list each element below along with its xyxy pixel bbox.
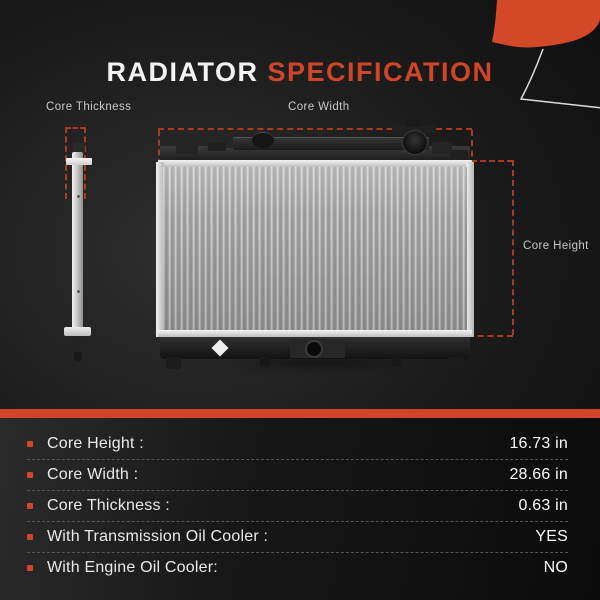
side-view-body (72, 152, 83, 337)
spec-label: With Engine Oil Cooler: (47, 559, 218, 576)
spec-panel (0, 418, 600, 600)
bullet-square-icon (27, 503, 33, 509)
inlet-port (252, 132, 274, 148)
bottom-peg (392, 357, 401, 367)
spec-value: NO (543, 559, 568, 576)
core-left-tank (156, 162, 164, 337)
radiator-core-fins (163, 167, 467, 331)
bullet-square-icon (27, 534, 33, 540)
corner-outline-line (519, 48, 600, 109)
filler-cap-knob (406, 117, 422, 127)
page-title-primary: RADIATOR (106, 57, 259, 87)
spec-row: Core Thickness : 0.63 in (27, 491, 568, 522)
core-thickness-label: Core Thickness (46, 101, 132, 113)
core-height-top-tick (471, 160, 513, 162)
side-view-cap (73, 143, 85, 154)
core-width-dash-line (158, 128, 472, 130)
side-view-bottom-tank (68, 336, 88, 353)
spec-row: With Engine Oil Cooler: NO (27, 553, 568, 583)
core-top-header (158, 160, 472, 167)
spec-value: 28.66 in (509, 466, 568, 483)
spec-row: Core Width : 28.66 in (27, 460, 568, 491)
bottom-peg (260, 357, 269, 367)
drain-hole (305, 340, 323, 358)
spec-row: Core Height : 16.73 in (27, 429, 568, 460)
top-tank (160, 146, 470, 164)
bullet-square-icon (27, 441, 33, 447)
spec-label: Core Width : (47, 466, 139, 483)
side-view-drain-stem (74, 352, 82, 361)
mount-foot-right (448, 357, 463, 369)
spec-label: Core Height : (47, 435, 144, 452)
spec-value: YES (535, 528, 568, 545)
spec-label: Core Thickness : (47, 497, 170, 514)
core-height-dash-line (512, 160, 514, 335)
core-right-tank (466, 162, 474, 337)
top-mount-left (176, 144, 198, 154)
panel-accent-bar (0, 409, 600, 418)
mount-foot-left (166, 357, 181, 369)
corner-accent-shape (492, 0, 600, 109)
core-bottom-header (158, 330, 472, 337)
side-view-rivet (77, 195, 80, 198)
spec-label: With Transmission Oil Cooler : (47, 528, 269, 545)
page-title-secondary: SPECIFICATION (267, 57, 494, 87)
filler-cap-wings (392, 126, 436, 133)
page-title: RADIATOR SPECIFICATION (0, 57, 600, 88)
side-view-rivet (77, 290, 80, 293)
core-height-label: Core Height (523, 240, 589, 252)
side-view-bottom-flange (64, 327, 91, 336)
spec-table: Core Height : 16.73 in Core Width : 28.66 i… (27, 429, 568, 583)
spec-row: With Transmission Oil Cooler : YES (27, 522, 568, 553)
top-tank-plateau (233, 137, 429, 150)
top-mount-left-2 (208, 142, 226, 151)
top-mount-right (432, 142, 452, 154)
filler-neck (402, 130, 428, 155)
corner-orange-blob (492, 0, 600, 48)
side-view-top-flange (66, 158, 92, 165)
spec-value: 0.63 in (518, 497, 568, 514)
bullet-square-icon (27, 565, 33, 571)
spec-value: 16.73 in (509, 435, 568, 452)
bullet-square-icon (27, 472, 33, 478)
core-width-label: Core Width (288, 101, 350, 113)
